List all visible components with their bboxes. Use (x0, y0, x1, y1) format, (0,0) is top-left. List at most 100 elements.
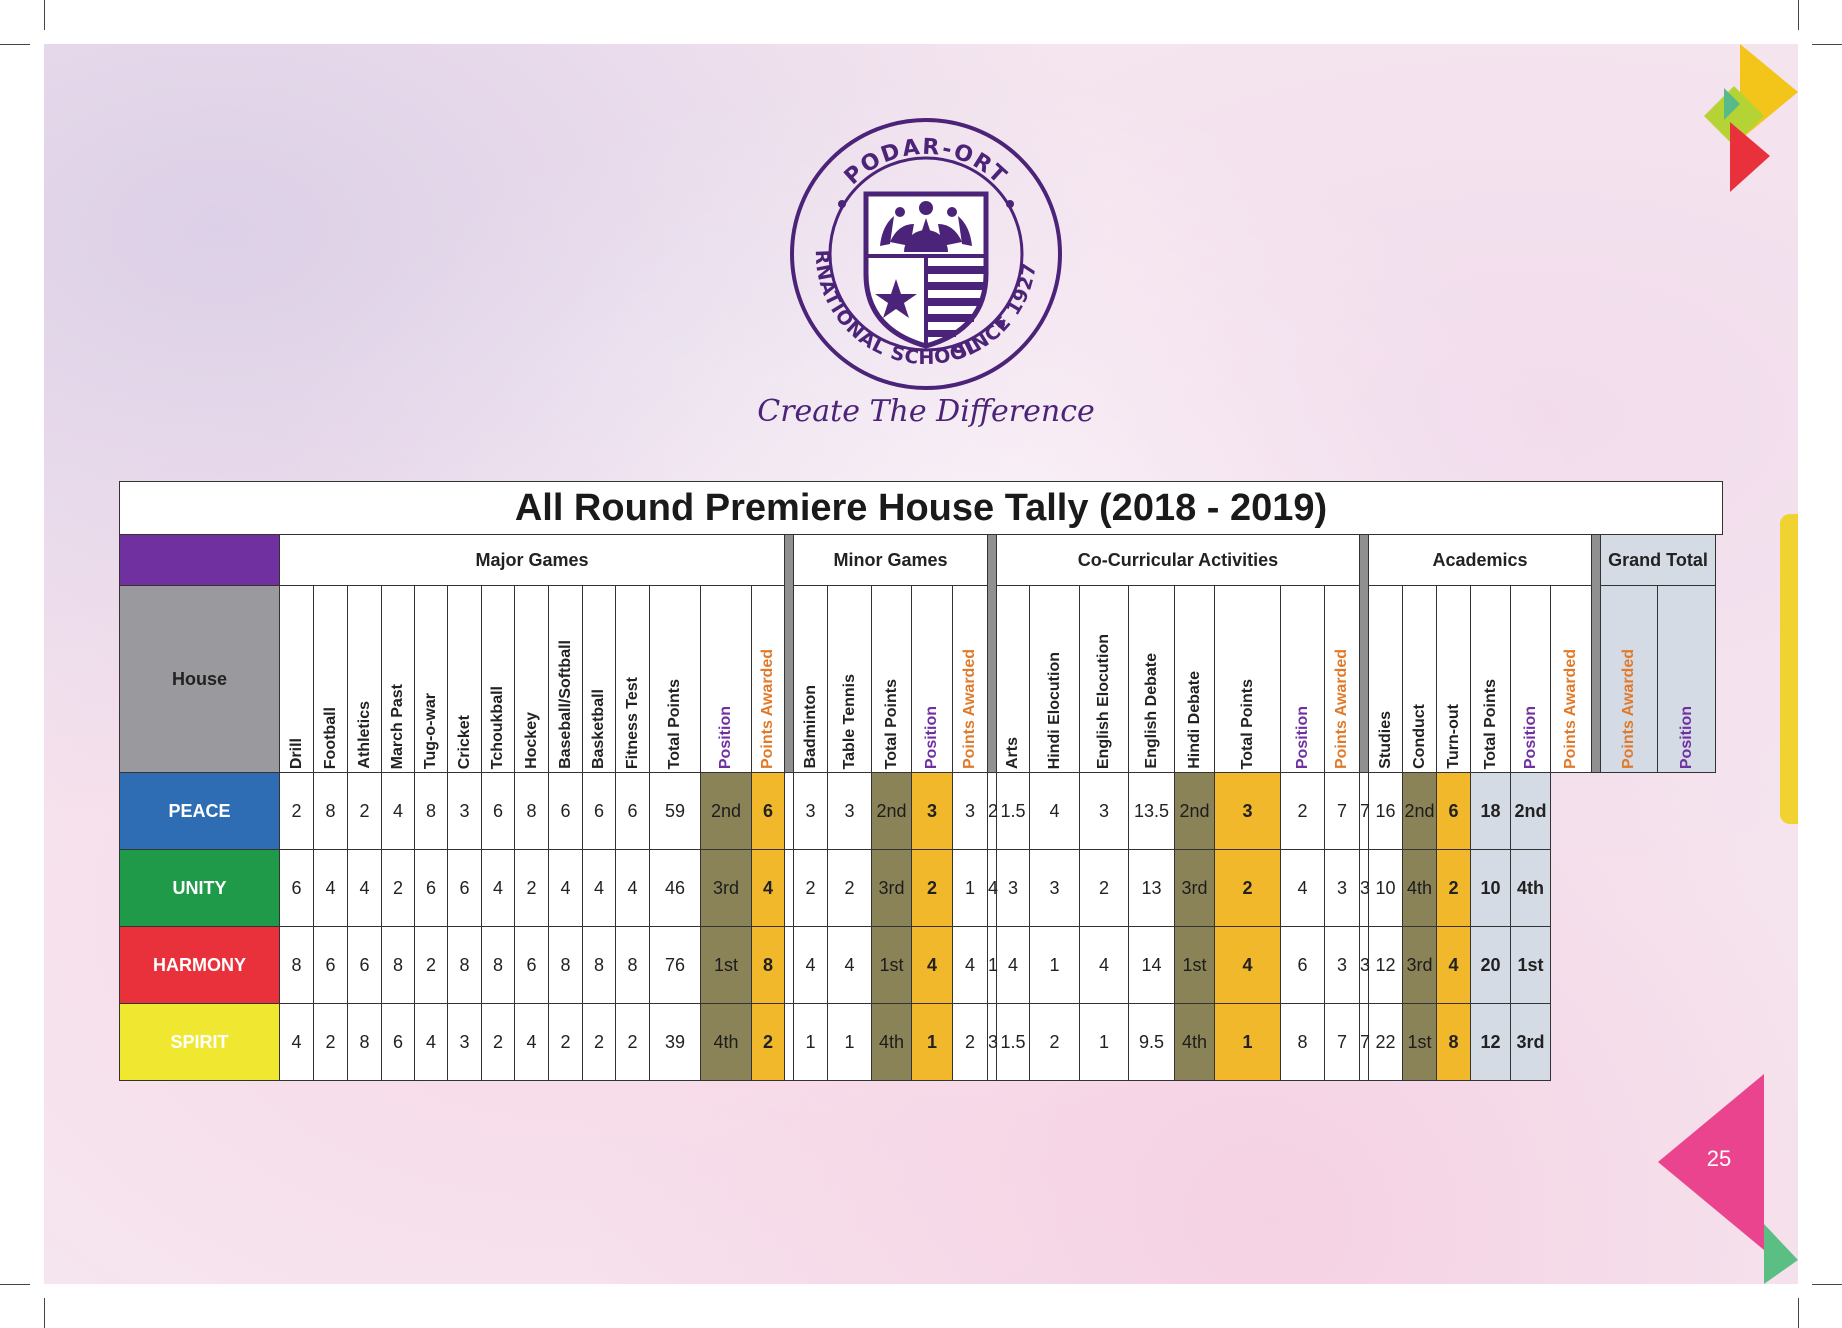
table-cell: 6 (313, 926, 348, 1004)
table-cell: 2 (615, 1003, 650, 1081)
table-cell: 6 (582, 772, 616, 850)
table-cell: 3 (996, 849, 1030, 927)
table-cell: 1st (871, 926, 912, 1004)
table-cell: 1 (793, 1003, 828, 1081)
column-header-label: Table Tennis (840, 673, 858, 769)
table-cell: 4 (952, 926, 988, 1004)
table-cell: 2 (1436, 849, 1471, 927)
column-header: Cricket (447, 585, 482, 773)
table-cell: 2 (1280, 772, 1325, 850)
column-header-label: Football (321, 706, 339, 769)
table-cell: 13.5 (1128, 772, 1175, 850)
table-cell: 1st (700, 926, 752, 1004)
table-cell (784, 772, 794, 850)
column-header-label: Total Points (882, 678, 900, 769)
group-academics: Academics (1368, 534, 1592, 586)
column-header: Hindi Elocution (1029, 585, 1080, 773)
table-cell: 3 (793, 772, 828, 850)
column-header: Table Tennis (827, 585, 872, 773)
column-header: Baseball/Softball (548, 585, 583, 773)
page-number: 25 (1706, 1146, 1732, 1171)
column-header-label: Drill (287, 737, 305, 769)
column-header: Points Awarded (751, 585, 785, 773)
column-header: Tug-o-war (414, 585, 448, 773)
column-header-label: Points Awarded (1620, 648, 1637, 769)
column-header-label: Position (1293, 705, 1311, 769)
table-cell: 3 (1079, 772, 1129, 850)
table-cell: 10 (1368, 849, 1403, 927)
table-cell: 1 (1079, 1003, 1129, 1081)
column-header: Hockey (514, 585, 549, 773)
table-cell: 2 (514, 849, 549, 927)
table-cell: 6 (548, 772, 583, 850)
table-cell: 4 (1214, 926, 1281, 1004)
table-cell: 4 (1079, 926, 1129, 1004)
column-header-label: March Past (389, 683, 406, 769)
table-cell: 2 (582, 1003, 616, 1081)
house-name-cell: UNITY (119, 849, 280, 927)
table-cell: 4th (1174, 1003, 1215, 1081)
column-separator (1359, 534, 1369, 773)
table-cell: 3 (827, 772, 872, 850)
table-cell: 4 (313, 849, 348, 927)
column-header-label: Points Awarded (759, 648, 776, 769)
table-cell: 8 (514, 772, 549, 850)
table-cell: 8 (447, 926, 482, 1004)
table-cell: 2 (911, 849, 953, 927)
column-header: Arts (996, 585, 1030, 773)
table-cell: 4 (996, 926, 1030, 1004)
table-cell: 4th (871, 1003, 912, 1081)
column-header: Total Points (1214, 585, 1281, 773)
column-header: Studies (1368, 585, 1403, 773)
table-cell: 2 (414, 926, 448, 1004)
table-row: SPIRIT 4 2 8 6 4 3 2 4 2 2 2 39 4th 2 1 1 4th 1 2 3 1.5 2 1 9.5 4… (119, 1003, 1723, 1081)
column-header: Points Awarded (1324, 585, 1360, 773)
table-cell: 2nd (871, 772, 912, 850)
table-cell: 8 (582, 926, 616, 1004)
table-cell: 6 (414, 849, 448, 927)
crop-mark (1798, 1298, 1799, 1328)
table-cell: 4 (279, 1003, 314, 1081)
table-cell: 1.5 (996, 772, 1030, 850)
column-header-label: Fitness Test (623, 676, 641, 769)
house-tally-table: All Round Premiere House Tally (2018 - 2… (119, 481, 1723, 1081)
table-cell: 3 (1029, 849, 1080, 927)
table-cell: 3rd (1174, 849, 1215, 927)
table-cell: 8 (381, 926, 415, 1004)
crop-mark (1812, 1284, 1842, 1285)
column-header: Total Points (1470, 585, 1511, 773)
column-header: English Debate (1128, 585, 1175, 773)
table-cell: 3 (447, 1003, 482, 1081)
table-cell: 1st (1510, 926, 1551, 1004)
column-header-label: Position (923, 705, 940, 769)
table-cell: 6 (381, 1003, 415, 1081)
table-cell: 4 (911, 926, 953, 1004)
column-header-label: Position (1677, 705, 1695, 769)
table-cell: 3 (1324, 926, 1360, 1004)
table-cell: 4 (1029, 772, 1080, 850)
column-header-label: Cricket (455, 714, 473, 769)
table-cell: 1 (911, 1003, 953, 1081)
table-cell: 2 (381, 849, 415, 927)
house-name-cell: PEACE (119, 772, 280, 850)
table-cell: 4th (1510, 849, 1551, 927)
table-cell: 6 (481, 772, 515, 850)
column-header-label: Hockey (522, 712, 540, 769)
table-title: All Round Premiere House Tally (2018 - 2… (119, 481, 1723, 535)
table-cell: 3 (1324, 849, 1360, 927)
table-cell: 2 (1214, 849, 1281, 927)
table-cell: 3 (987, 1003, 998, 1081)
house-name-cell: SPIRIT (119, 1003, 280, 1081)
table-cell: 1.5 (996, 1003, 1030, 1081)
school-logo: PODAR-ORT INTERNATIONAL SCHOOL SINCE 192… (786, 114, 1062, 390)
crop-mark (1812, 44, 1842, 45)
table-cell: 46 (649, 849, 701, 927)
column-header-label: Total Points (1238, 678, 1256, 769)
table-cell: 4 (827, 926, 872, 1004)
table-cell: 7 (1359, 1003, 1370, 1081)
table-cell: 8 (548, 926, 583, 1004)
column-header: Badminton (793, 585, 828, 773)
column-separator (987, 534, 997, 773)
column-header: March Past (381, 585, 415, 773)
table-cell: 4th (700, 1003, 752, 1081)
